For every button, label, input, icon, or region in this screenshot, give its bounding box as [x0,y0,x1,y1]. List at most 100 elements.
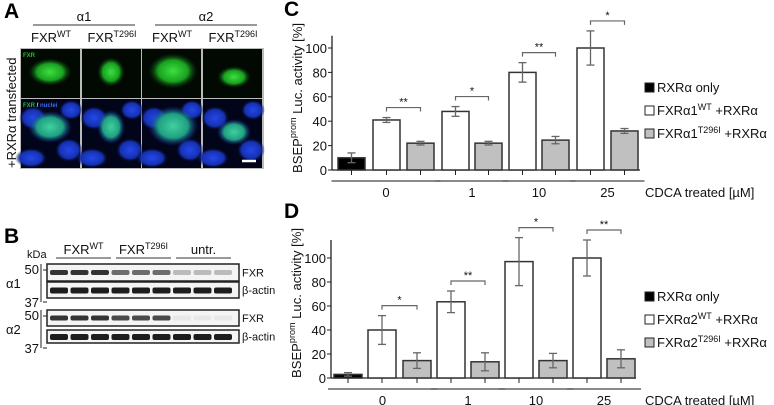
nucleus-merge-signal [97,110,125,144]
legend-entry: FXRα2T296I +RXRα [657,334,767,350]
legend-swatch [644,291,655,302]
y-axis-label: BSEPprom Luc. activity [%] [287,228,304,378]
significance-marker: * [534,217,539,229]
x-group-label: 0 [382,185,389,200]
y-tick-label: 60 [313,90,327,105]
blot-band [193,334,212,340]
nucleus [237,138,265,162]
significance-bracket [454,95,490,101]
blot-band [152,270,171,275]
band-label: β-actin [242,285,275,297]
column-header: FXRWT [31,29,71,45]
nucleus-fxr-signal [217,66,251,88]
blot-band [132,287,150,294]
panel-label-d: D [284,200,299,223]
panel-label-b: B [4,225,19,248]
blot-band [50,270,68,275]
blot-band [91,287,109,294]
significance-bracket [589,20,626,25]
blot-band [50,315,68,321]
blot-band [70,270,89,275]
blot-band [111,270,130,275]
blot-group-header: untr. [191,242,216,257]
panel-b: kDa FXRWT FXRT296I untr. FXR β-actin FXR β-ac… [6,241,275,356]
blot-band [70,334,89,340]
bar-10-series1 [508,71,537,171]
blot-band [91,334,109,340]
panel-label-a: A [4,0,19,23]
blot-band [111,287,130,294]
nucleus-merge-signal [217,119,251,145]
significance-marker: ** [399,97,408,109]
bar-1-series1 [441,110,470,171]
bar-1-series1 [436,301,466,379]
group-alpha1: α1 [77,9,92,24]
bar-1-series2 [474,142,503,171]
blot-band [152,315,171,321]
nucleus [241,100,265,120]
legend-swatch [644,314,655,325]
nucleus-fxr-signal [148,53,198,89]
blot-group-header: FXRT296I [119,241,168,257]
legend-entry: RXRα only [657,80,720,95]
band-label: β-actin [242,332,275,344]
legend-swatch [644,82,655,93]
x-group-label: 25 [597,393,611,405]
y-tick-label: 40 [312,323,326,338]
blot-band [193,315,212,321]
kda-label: kDa [27,249,47,261]
significance-marker: ** [535,42,544,54]
y-tick-label: 20 [312,347,326,362]
significance-bracket [586,229,622,234]
x-group-label: 10 [529,393,543,405]
legend-swatch [644,337,655,348]
group-alpha2: α2 [199,9,214,24]
x-axis-label: CDCA treated [µM] [645,393,754,405]
x-group-label: 25 [600,185,614,200]
nucleus-merge-signal [28,111,72,143]
nucleus [136,148,168,168]
blot-band [214,270,232,275]
blot-band [173,315,191,321]
marker-37: 37 [25,341,39,356]
row-label: +RXRα transfected [4,58,19,168]
blot-band [111,334,130,340]
blot-band [193,287,212,294]
nucleus [55,138,83,162]
band-label: FXR [242,313,264,325]
marker-50: 50 [25,308,39,323]
blot-band [70,287,89,294]
significance-marker: * [397,295,402,307]
blot-band [152,287,171,294]
blot-band [214,334,232,340]
nucleus-fxr-signal [97,57,125,87]
y-tick-label: 100 [305,41,327,56]
column-header: FXRT296I [87,29,136,45]
blot-band [91,315,109,321]
y-tick-label: 60 [312,299,326,314]
nucleus [76,148,108,168]
isoform-label: α2 [6,322,21,337]
bar-25-series1 [576,47,605,171]
blot-band [50,287,68,294]
blot-band [214,287,232,294]
legend-entry: FXRα2WT +RXRα [657,311,758,327]
overlay-channel-label: FXR / nuclei [23,103,58,109]
nucleus [59,100,83,120]
legend-entry: FXRα1T296I +RXRα [657,125,767,141]
blot-band [214,315,232,321]
y-tick-label: 0 [320,163,327,178]
legend-entry: FXRα1WT +RXRα [657,102,758,118]
significance-bracket [521,52,557,57]
x-group-label: 10 [532,185,546,200]
x-group-label: 1 [468,185,475,200]
band-label: FXR [242,268,264,280]
y-tick-label: 40 [313,114,327,129]
nucleus-merge-signal [148,106,198,146]
marker-50: 50 [25,262,39,277]
marker-37: 37 [25,295,39,310]
y-tick-label: 0 [319,371,326,386]
